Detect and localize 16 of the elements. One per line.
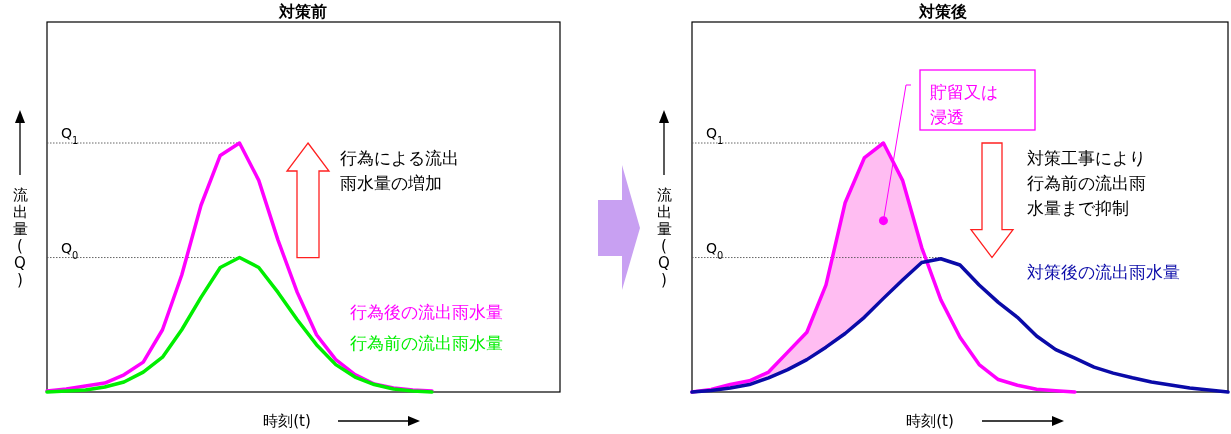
x-axis-title: 時刻(t) <box>263 412 311 430</box>
chart-title: 対策前 <box>278 2 327 21</box>
series-label: 対策後の流出雨水量 <box>1027 262 1180 282</box>
text: 行為後の流出雨水量 <box>350 302 503 322</box>
x-axis-title: 時刻(t) <box>906 412 954 430</box>
text: 貯留又は浸透 <box>930 82 998 127</box>
ref-line-label: Q$_{0}$ <box>706 239 724 261</box>
y-axis-title: 流出量(Q) <box>656 186 672 289</box>
ref-line-label: Q$_{1}$ <box>61 125 79 146</box>
annotation: 行為による流出雨水量の増加 <box>340 148 459 193</box>
annotation: 対策工事により行為前の流出雨水量まで抑制 <box>1027 148 1146 218</box>
ref-line-label: Q$_{1}$ <box>706 125 724 146</box>
series-label: 行為前の流出雨水量 <box>350 333 503 353</box>
chart-title: 対策後 <box>918 2 967 21</box>
ref-line-label: Q$_{0}$ <box>61 239 79 261</box>
y-axis-title: 流出量(Q) <box>12 186 28 289</box>
